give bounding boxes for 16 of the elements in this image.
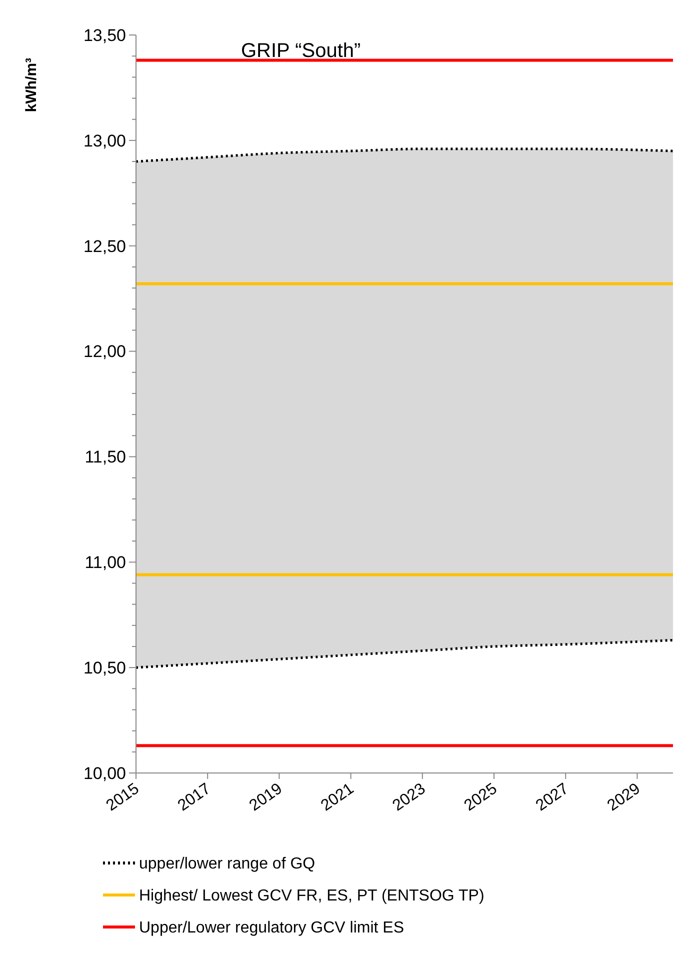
legend-label: Upper/Lower regulatory GCV limit ES bbox=[139, 920, 404, 937]
y-tick-label: 10,00 bbox=[83, 764, 126, 783]
chart-title: GRIP “South” bbox=[241, 40, 361, 62]
y-tick-label: 13,50 bbox=[83, 26, 126, 45]
y-tick-label: 12,50 bbox=[83, 236, 126, 256]
line-series bbox=[134, 638, 674, 669]
legend-label: Highest/ Lowest GCV FR, ES, PT (ENTSOG TP) bbox=[139, 888, 484, 905]
y-tick-label: 11,50 bbox=[84, 448, 126, 467]
legend-label: upper/lower range of GQ bbox=[139, 856, 316, 873]
y-tick-label: 13,00 bbox=[83, 131, 126, 150]
y-tick-label: 12,00 bbox=[83, 342, 126, 362]
line-series bbox=[134, 148, 674, 163]
x-tick-label: 2021 bbox=[318, 780, 358, 815]
y-tick-label: 11,00 bbox=[84, 553, 126, 572]
y-axis-title: kWh/m³ bbox=[23, 58, 40, 112]
y-tick-label: 10,50 bbox=[83, 658, 126, 678]
